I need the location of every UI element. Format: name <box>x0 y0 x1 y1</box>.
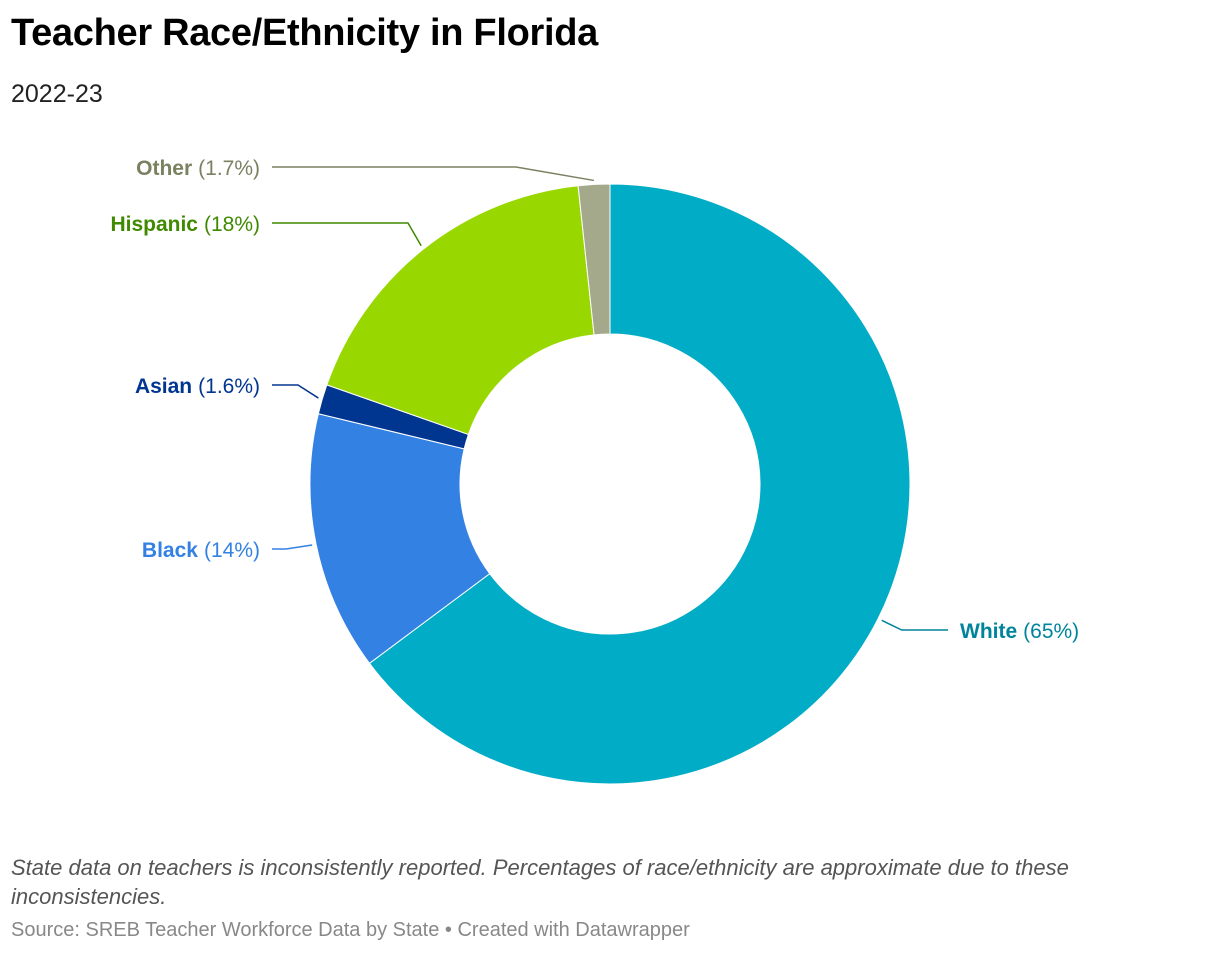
slice-label-white: White (65%) <box>960 620 1079 643</box>
slice-label-value: (1.7%) <box>198 157 260 180</box>
leader-line-asian <box>272 384 319 399</box>
slice-hispanic[interactable] <box>326 185 595 436</box>
slice-labels: White (65%) Black (14%) Asian (1.6%) Hispanic (… <box>110 157 1079 643</box>
slice-label-name: White <box>960 620 1017 643</box>
slice-label-value: (18%) <box>204 213 260 236</box>
slice-label-name: Hispanic <box>110 213 198 236</box>
slice-label-name: Other <box>136 157 192 180</box>
donut-slices <box>309 183 911 785</box>
chart-subtitle: 2022-23 <box>11 80 103 108</box>
slice-label-name: Asian <box>135 375 192 398</box>
slice-label-name: Black <box>142 539 198 562</box>
leader-line-hispanic <box>272 222 422 247</box>
leader-line-white <box>881 619 948 631</box>
slice-label-other: Other (1.7%) <box>136 157 260 180</box>
slice-label-value: (14%) <box>204 539 260 562</box>
label-leader-lines <box>272 166 948 631</box>
chart-title: Teacher Race/Ethnicity in Florida <box>11 12 599 54</box>
slice-label-value: (1.6%) <box>198 375 260 398</box>
leader-line-black <box>272 544 313 550</box>
chart-note: State data on teachers is inconsistently… <box>11 855 1069 909</box>
leader-line-other <box>272 166 594 182</box>
slice-other[interactable] <box>577 183 611 336</box>
slice-label-asian: Asian (1.6%) <box>135 375 260 398</box>
slice-white[interactable] <box>368 183 911 785</box>
slice-label-value: (65%) <box>1023 620 1079 643</box>
chart-source: Source: SREB Teacher Workforce Data by S… <box>11 919 690 941</box>
slice-label-black: Black (14%) <box>142 539 260 562</box>
donut-chart: White (65%) Black (14%) Asian (1.6%) Hispanic (… <box>110 157 1079 785</box>
slice-black[interactable] <box>309 413 491 664</box>
slice-label-hispanic: Hispanic (18%) <box>110 213 260 236</box>
